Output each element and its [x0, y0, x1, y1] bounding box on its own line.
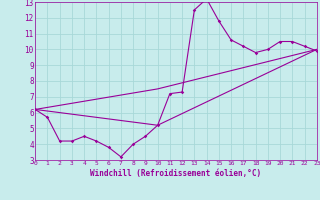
X-axis label: Windchill (Refroidissement éolien,°C): Windchill (Refroidissement éolien,°C) — [91, 169, 261, 178]
